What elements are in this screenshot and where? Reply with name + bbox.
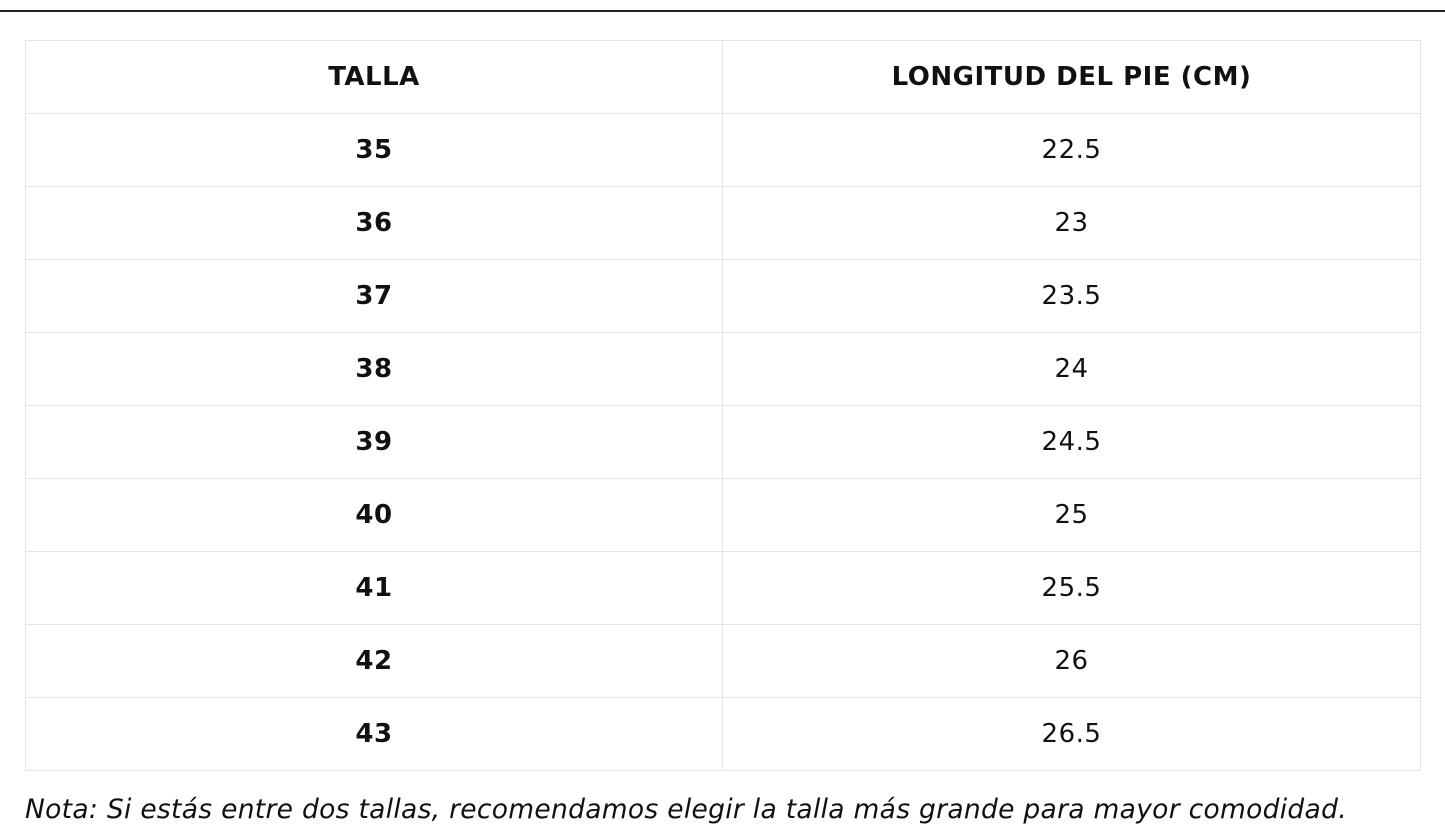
size-chart-table: TALLA LONGITUD DEL PIE (CM) 35 22.5 36 2… xyxy=(25,40,1421,771)
size-value: 38 xyxy=(25,332,723,406)
table-row: 39 24.5 xyxy=(25,405,1421,479)
table-row: 41 25.5 xyxy=(25,551,1421,625)
foot-length-value: 22.5 xyxy=(722,113,1421,187)
size-value: 36 xyxy=(25,186,723,260)
foot-length-value: 23 xyxy=(722,186,1421,260)
table-header-row: TALLA LONGITUD DEL PIE (CM) xyxy=(25,40,1421,114)
table-row: 42 26 xyxy=(25,624,1421,698)
size-note: Nota: Si estás entre dos tallas, recomen… xyxy=(25,794,1347,825)
foot-length-value: 23.5 xyxy=(722,259,1421,333)
top-divider xyxy=(0,10,1445,12)
size-value: 43 xyxy=(25,697,723,771)
foot-length-value: 24 xyxy=(722,332,1421,406)
header-foot-length: LONGITUD DEL PIE (CM) xyxy=(722,40,1421,114)
table-row: 37 23.5 xyxy=(25,259,1421,333)
foot-length-value: 25 xyxy=(722,478,1421,552)
table-row: 36 23 xyxy=(25,186,1421,260)
table-row: 40 25 xyxy=(25,478,1421,552)
size-value: 37 xyxy=(25,259,723,333)
foot-length-value: 26.5 xyxy=(722,697,1421,771)
table-row: 35 22.5 xyxy=(25,113,1421,187)
size-value: 39 xyxy=(25,405,723,479)
size-value: 35 xyxy=(25,113,723,187)
foot-length-value: 24.5 xyxy=(722,405,1421,479)
table-row: 43 26.5 xyxy=(25,697,1421,771)
size-value: 41 xyxy=(25,551,723,625)
size-value: 40 xyxy=(25,478,723,552)
header-size: TALLA xyxy=(25,40,723,114)
foot-length-value: 26 xyxy=(722,624,1421,698)
foot-length-value: 25.5 xyxy=(722,551,1421,625)
size-value: 42 xyxy=(25,624,723,698)
table-row: 38 24 xyxy=(25,332,1421,406)
